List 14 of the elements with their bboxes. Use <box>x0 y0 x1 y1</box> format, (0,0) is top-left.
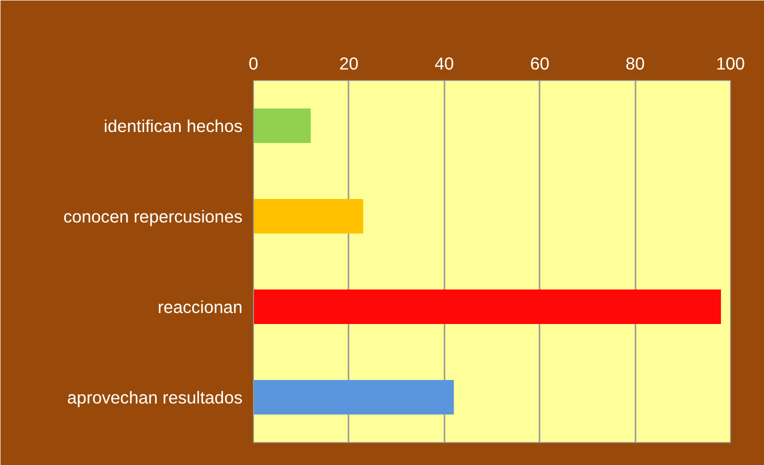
x-tick-label: 100 <box>716 54 745 74</box>
bar <box>254 380 454 414</box>
y-tick-label: identifican hechos <box>104 116 243 136</box>
x-tick-label: 20 <box>339 54 359 74</box>
y-tick-label: aprovechan resultados <box>67 387 243 408</box>
bar <box>254 108 311 143</box>
y-tick-label: conocen repercusiones <box>63 206 243 226</box>
x-tick-label: 80 <box>625 54 645 74</box>
x-tick-label: 0 <box>248 54 258 74</box>
bar <box>254 290 721 324</box>
x-tick-label: 60 <box>530 54 550 74</box>
x-tick-label: 40 <box>434 54 454 74</box>
bar <box>254 199 364 234</box>
y-tick-label: reaccionan <box>158 296 243 317</box>
